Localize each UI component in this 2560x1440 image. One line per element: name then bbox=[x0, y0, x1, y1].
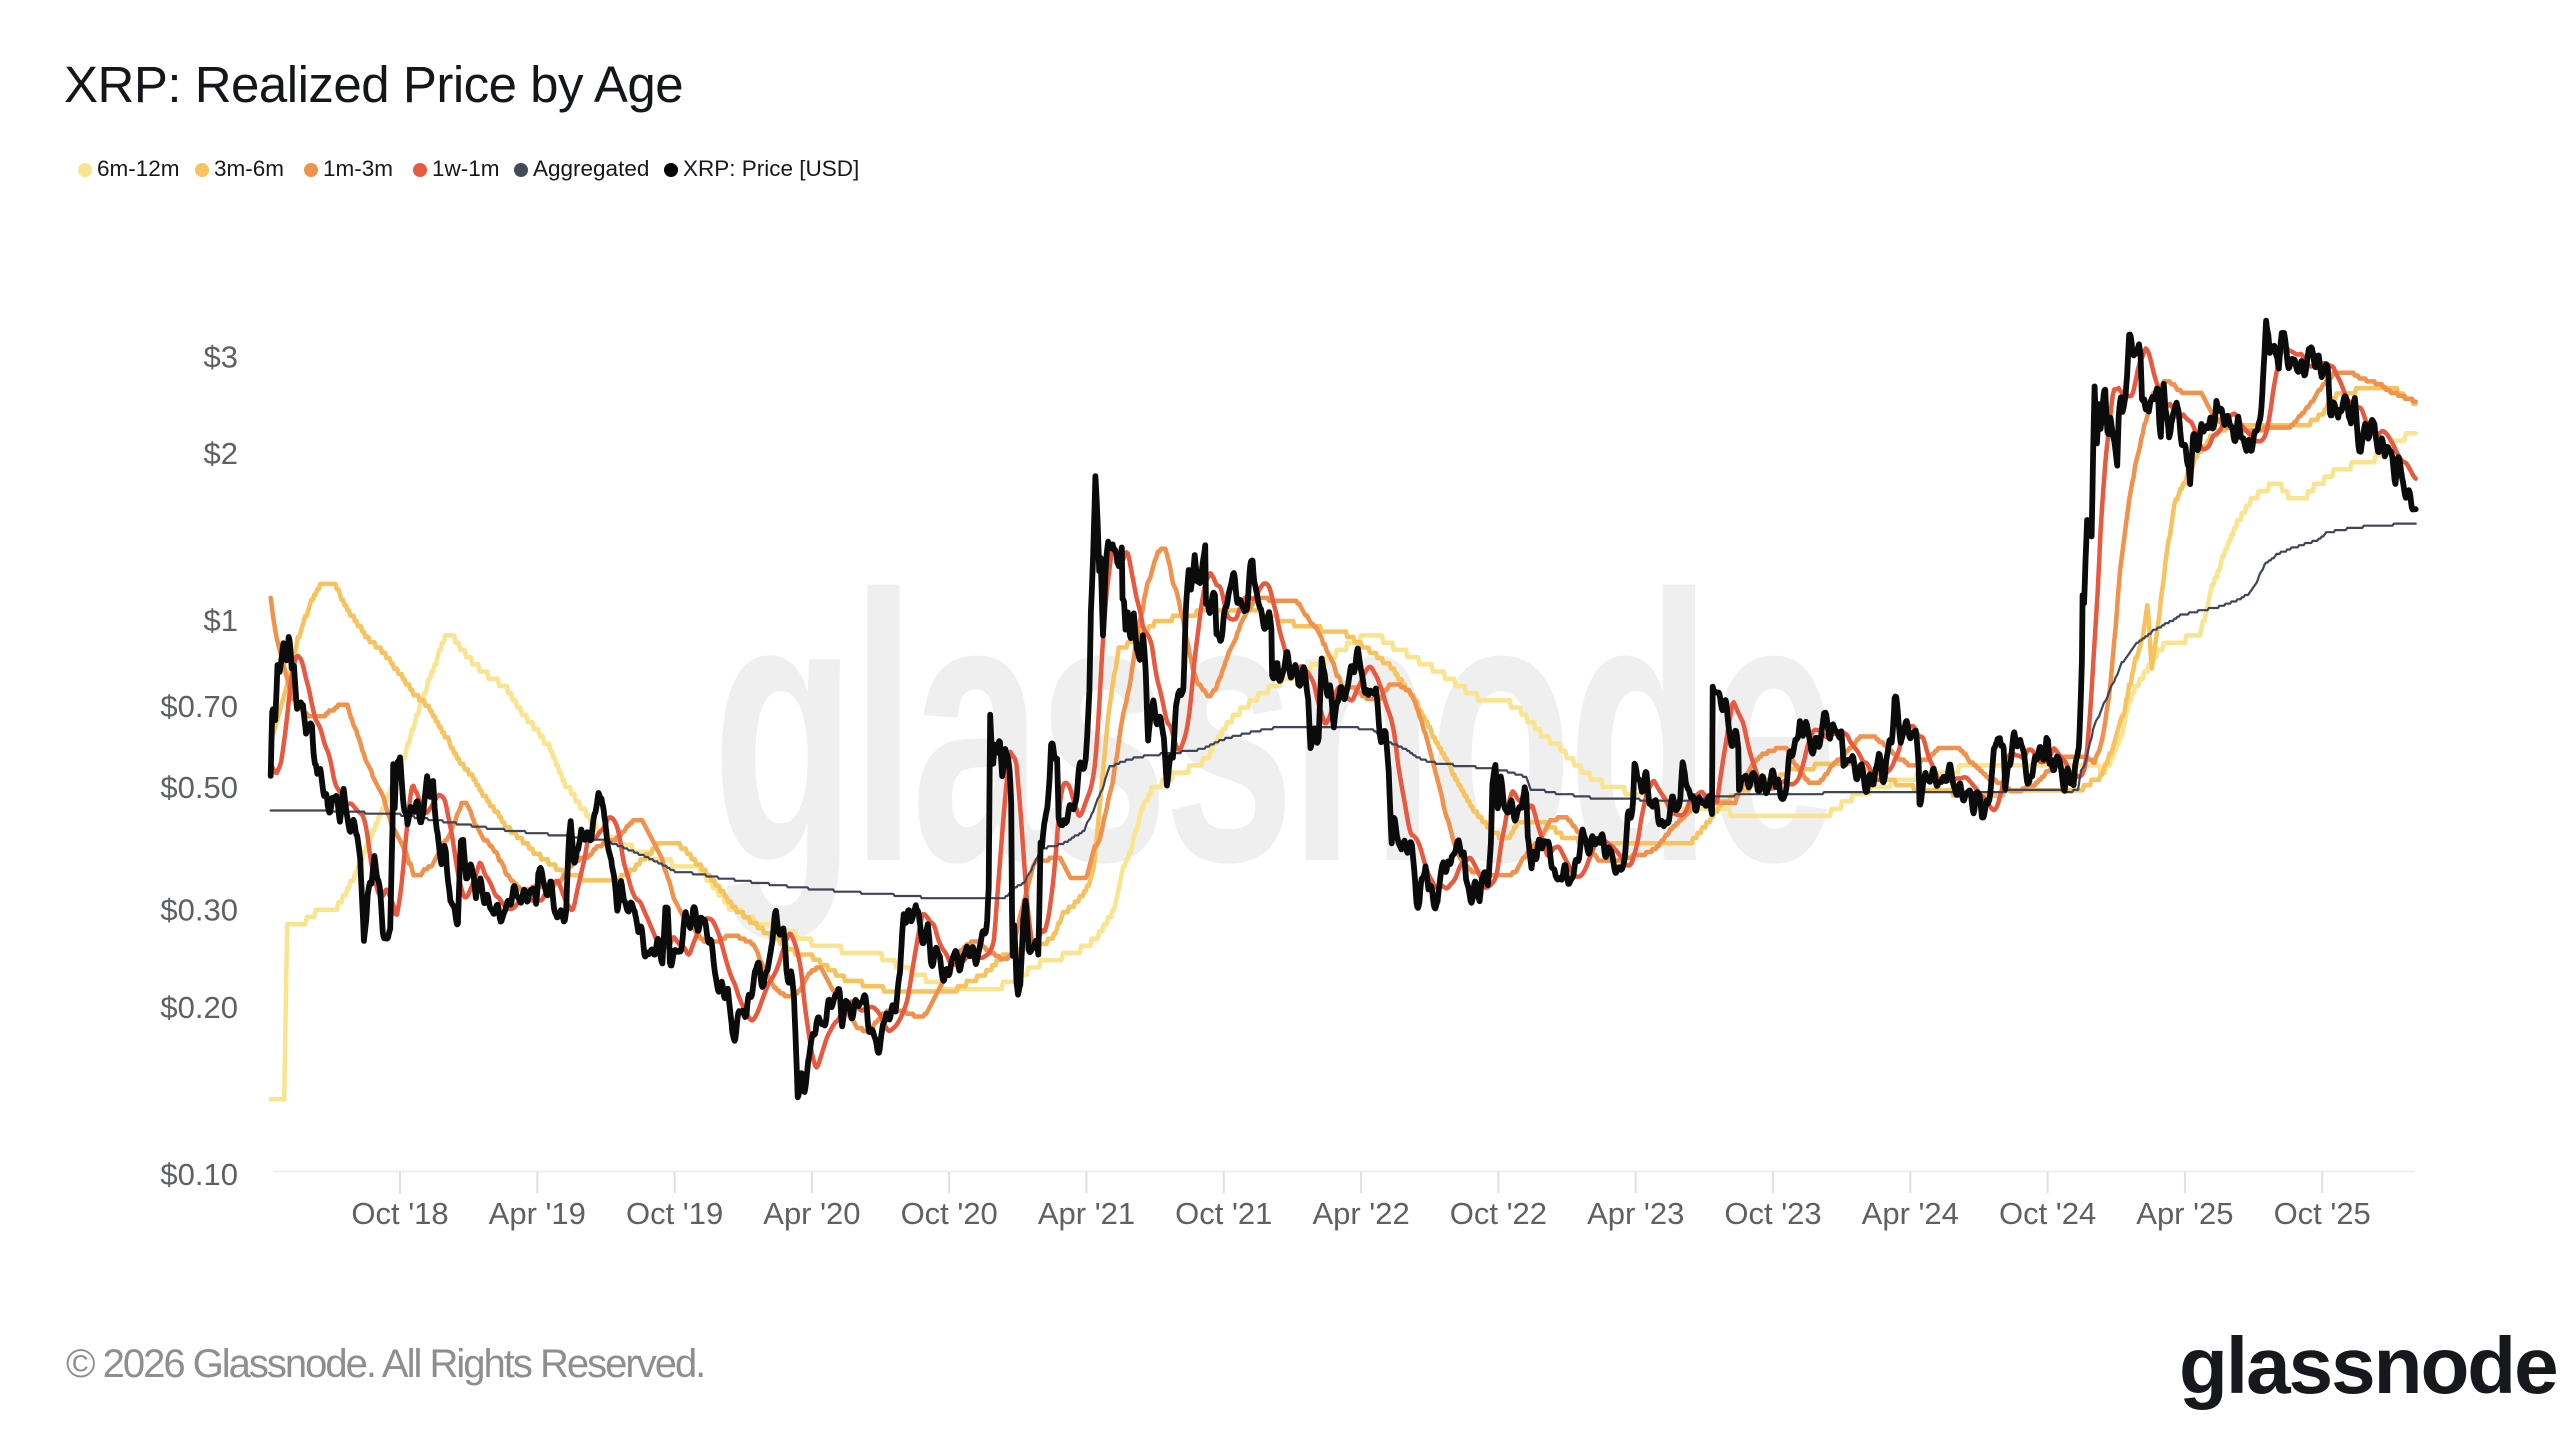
svg-text:Apr '25: Apr '25 bbox=[2136, 1196, 2233, 1231]
svg-text:$2: $2 bbox=[204, 436, 238, 471]
svg-text:$0.20: $0.20 bbox=[160, 990, 238, 1025]
svg-text:$0.10: $0.10 bbox=[160, 1157, 238, 1192]
svg-text:Apr '20: Apr '20 bbox=[763, 1196, 860, 1231]
svg-text:glassnode: glassnode bbox=[712, 516, 1833, 943]
svg-text:Apr '24: Apr '24 bbox=[1862, 1196, 1959, 1231]
svg-text:$0.50: $0.50 bbox=[160, 770, 238, 805]
svg-text:Apr '19: Apr '19 bbox=[489, 1196, 586, 1231]
svg-text:$0.30: $0.30 bbox=[160, 893, 238, 928]
svg-text:Apr '23: Apr '23 bbox=[1587, 1196, 1684, 1231]
svg-text:Oct '19: Oct '19 bbox=[626, 1196, 723, 1231]
svg-text:Oct '23: Oct '23 bbox=[1724, 1196, 1821, 1231]
svg-text:$0.70: $0.70 bbox=[160, 689, 238, 724]
svg-text:Oct '21: Oct '21 bbox=[1175, 1196, 1272, 1231]
svg-text:Oct '18: Oct '18 bbox=[351, 1196, 448, 1231]
svg-text:$3: $3 bbox=[204, 339, 238, 374]
svg-text:Oct '22: Oct '22 bbox=[1450, 1196, 1547, 1231]
svg-text:$1: $1 bbox=[204, 603, 238, 638]
svg-text:Apr '22: Apr '22 bbox=[1312, 1196, 1409, 1231]
svg-text:Apr '21: Apr '21 bbox=[1038, 1196, 1135, 1231]
svg-text:Oct '25: Oct '25 bbox=[2274, 1196, 2371, 1231]
svg-text:Oct '20: Oct '20 bbox=[901, 1196, 998, 1231]
svg-text:Oct '24: Oct '24 bbox=[1999, 1196, 2096, 1231]
